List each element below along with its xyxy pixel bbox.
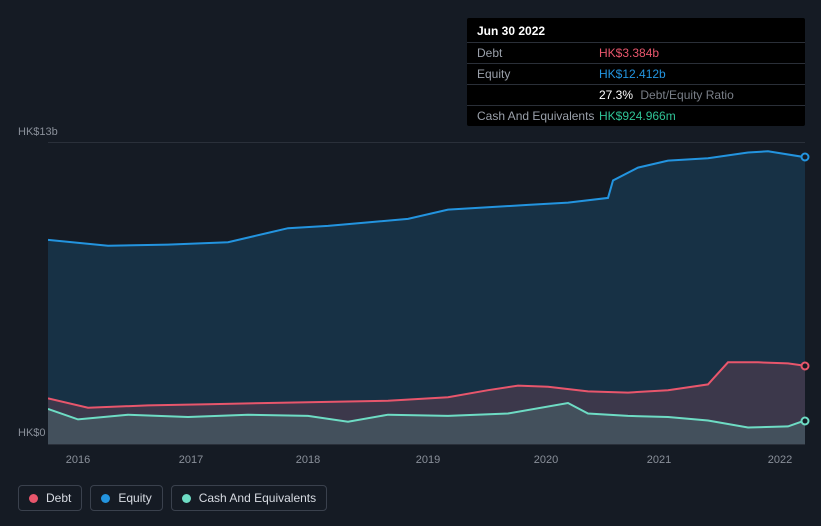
tooltip-date: Jun 30 2022 [467, 18, 805, 43]
tooltip-row-ratio: 27.3% Debt/Equity Ratio [467, 85, 805, 106]
data-tooltip: Jun 30 2022 Debt HK$3.384b Equity HK$12.… [467, 18, 805, 126]
gridline-top [48, 142, 805, 143]
tooltip-cash-label: Cash And Equivalents [477, 109, 599, 123]
tooltip-ratio-label: Debt/Equity Ratio [640, 88, 733, 102]
tooltip-debt-value: HK$3.384b [599, 46, 659, 60]
legend-label-cash: Cash And Equivalents [199, 491, 316, 505]
x-axis-label: 2016 [66, 454, 90, 466]
x-axis-label: 2018 [296, 454, 320, 466]
chart-svg [48, 142, 805, 445]
legend-item-equity[interactable]: Equity [90, 485, 162, 511]
tooltip-row-equity: Equity HK$12.412b [467, 64, 805, 85]
legend-swatch-equity [101, 494, 110, 503]
end-marker-cash-and-equivalents [801, 416, 810, 425]
tooltip-ratio-pct: 27.3% [599, 88, 633, 102]
x-axis-label: 2020 [534, 454, 558, 466]
chart-plot-area[interactable] [48, 142, 805, 445]
x-axis-label: 2017 [179, 454, 203, 466]
tooltip-equity-value: HK$12.412b [599, 67, 666, 81]
x-axis-label: 2019 [416, 454, 440, 466]
legend-item-debt[interactable]: Debt [18, 485, 82, 511]
tooltip-cash-value: HK$924.966m [599, 109, 676, 123]
tooltip-ratio-spacer [477, 88, 599, 102]
legend-label-debt: Debt [46, 491, 71, 505]
tooltip-equity-label: Equity [477, 67, 599, 81]
legend-swatch-cash [182, 494, 191, 503]
y-axis-bottom-label: HK$0 [18, 427, 46, 439]
legend-item-cash[interactable]: Cash And Equivalents [171, 485, 327, 511]
tooltip-row-cash: Cash And Equivalents HK$924.966m [467, 106, 805, 126]
chart-legend: Debt Equity Cash And Equivalents [18, 485, 327, 511]
legend-label-equity: Equity [118, 491, 151, 505]
end-marker-equity [801, 153, 810, 162]
tooltip-row-debt: Debt HK$3.384b [467, 43, 805, 64]
x-axis-label: 2022 [768, 454, 792, 466]
gridline-bottom [48, 444, 805, 445]
legend-swatch-debt [29, 494, 38, 503]
tooltip-debt-label: Debt [477, 46, 599, 60]
end-marker-debt [801, 361, 810, 370]
y-axis-top-label: HK$13b [18, 126, 58, 138]
x-axis-label: 2021 [647, 454, 671, 466]
chart-container: HK$13b HK$0 2016 2017 2018 2019 2020 2021 2022 [0, 120, 821, 480]
